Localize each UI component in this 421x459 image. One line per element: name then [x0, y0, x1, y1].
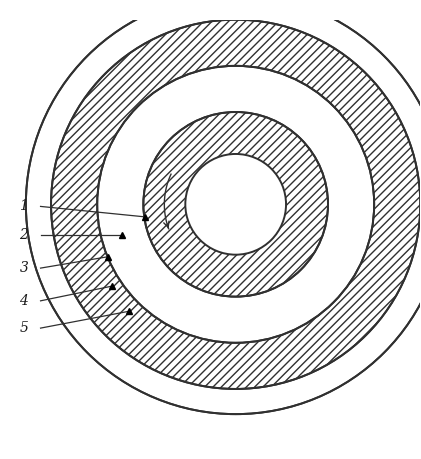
Text: 1: 1: [19, 199, 28, 213]
Circle shape: [185, 154, 286, 255]
Circle shape: [144, 112, 328, 297]
Circle shape: [97, 66, 374, 343]
Circle shape: [97, 66, 374, 343]
Circle shape: [51, 20, 420, 389]
Circle shape: [26, 0, 421, 414]
Text: 2: 2: [19, 228, 28, 241]
Text: 3: 3: [19, 261, 28, 275]
Text: 5: 5: [19, 321, 28, 335]
Text: 4: 4: [19, 294, 28, 308]
Circle shape: [185, 154, 286, 255]
